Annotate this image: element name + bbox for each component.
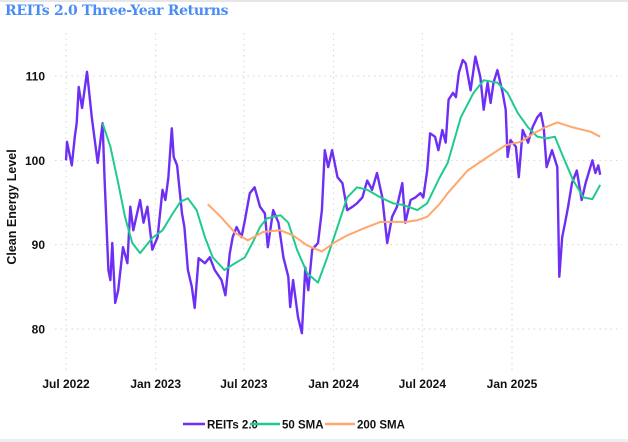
x-tick-label: Jul 2022	[42, 377, 90, 391]
y-axis-ticks: 80 90 100 110	[25, 70, 45, 337]
x-tick-label: Jan 2023	[130, 377, 181, 391]
x-tick-label: Jul 2024	[399, 377, 447, 391]
y-tick-label: 80	[32, 323, 46, 337]
chart-title: REITs 2.0 Three-Year Returns	[5, 3, 229, 19]
y-tick-label: 100	[25, 154, 45, 168]
legend-label: 50 SMA	[282, 420, 324, 432]
y-tick-label: 110	[26, 70, 46, 84]
x-tick-label: Jul 2023	[220, 377, 268, 391]
y-axis-label: Clean Energy Level	[5, 149, 19, 264]
legend: REITs 2.0 50 SMA 200 SMA	[183, 420, 405, 432]
legend-item[interactable]: 200 SMA	[325, 420, 405, 432]
y-tick-label: 90	[32, 238, 46, 252]
legend-label: 200 SMA	[357, 420, 405, 432]
bottom-border	[0, 439, 628, 442]
series-line-200-sma	[207, 121, 601, 253]
series-line-50-sma	[101, 79, 602, 284]
series-line-reits-2-0	[64, 55, 602, 335]
legend-item[interactable]: 50 SMA	[250, 420, 324, 432]
top-border	[0, 0, 628, 2]
legend-item[interactable]: REITs 2.0	[183, 420, 258, 432]
series-lines	[64, 55, 602, 335]
x-tick-label: Jan 2024	[308, 377, 359, 391]
gridlines	[55, 33, 622, 372]
x-tick-label: Jan 2025	[487, 377, 538, 391]
x-axis-ticks: Jul 2022 Jan 2023 Jul 2023 Jan 2024 Jul 2024…	[42, 377, 537, 391]
legend-label: REITs 2.0	[207, 420, 258, 432]
